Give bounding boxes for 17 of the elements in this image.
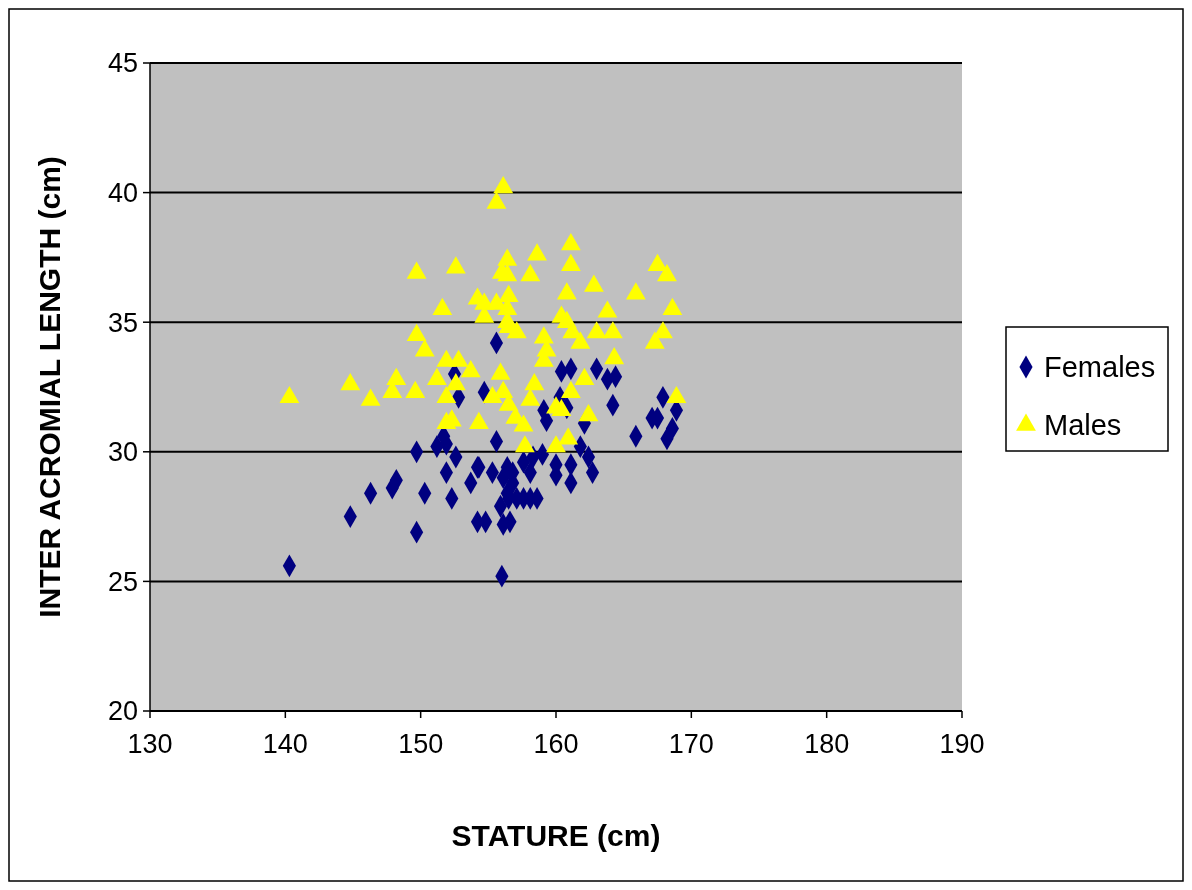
x-axis-title: STATURE (cm) xyxy=(451,819,661,852)
x-tick-label: 140 xyxy=(262,729,308,759)
y-tick-label: 35 xyxy=(107,307,138,338)
x-tick-label: 170 xyxy=(668,729,714,759)
x-tick-label: 150 xyxy=(398,729,444,759)
y-tick-label: 40 xyxy=(107,178,138,209)
x-tick-label: 180 xyxy=(804,729,850,759)
legend-label: Males xyxy=(1044,409,1122,442)
y-tick-label: 25 xyxy=(107,566,138,597)
y-axis-title: INTER ACROMIAL LENGTH (cm) xyxy=(33,156,66,618)
x-tick-label: 130 xyxy=(127,729,173,759)
legend-label: Females xyxy=(1044,351,1156,384)
y-tick-label: 30 xyxy=(107,437,138,468)
y-tick-label: 20 xyxy=(107,696,138,727)
x-tick-label: 160 xyxy=(533,729,579,759)
y-tick-label: 45 xyxy=(107,48,138,79)
x-tick-label: 190 xyxy=(939,729,985,759)
